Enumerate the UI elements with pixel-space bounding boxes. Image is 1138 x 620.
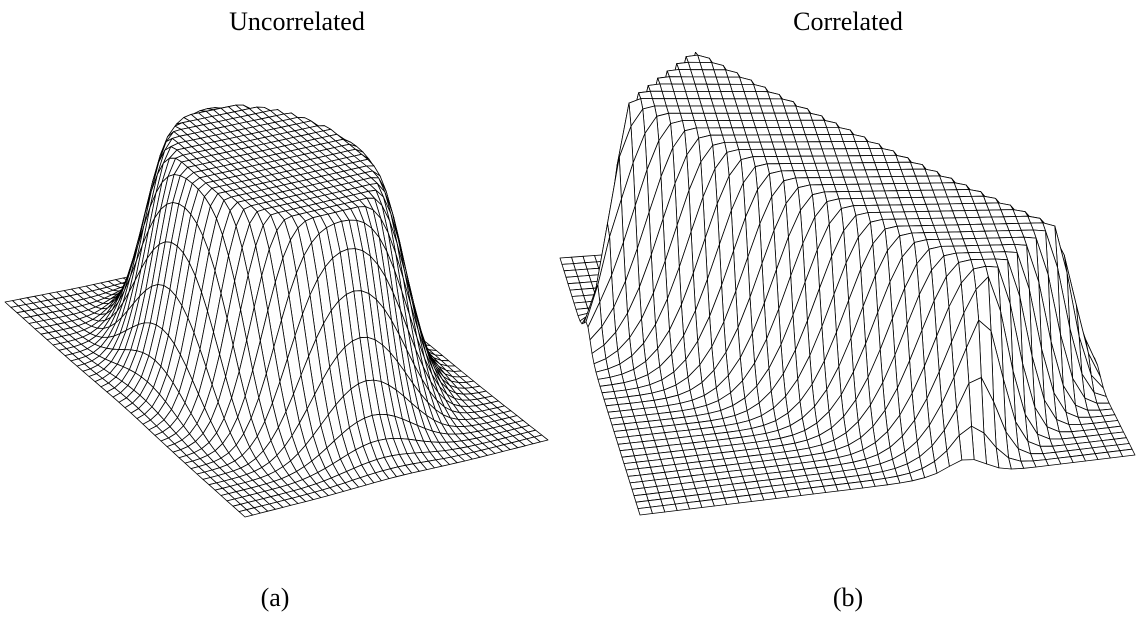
mesh-cell <box>700 500 715 508</box>
mesh-cell <box>638 507 652 515</box>
page: Uncorrelated Correlated (a) (b) (() => {… <box>0 0 1138 615</box>
panel-label: (a) <box>261 583 290 612</box>
mesh-cell <box>562 264 576 271</box>
panel-title: Correlated <box>793 7 903 36</box>
surface-plot-a <box>5 105 548 517</box>
mesh-cell <box>687 501 702 509</box>
panel-label: (b) <box>833 583 863 612</box>
mesh-cell <box>675 503 689 511</box>
mesh-cell <box>560 257 574 264</box>
panel-title: Uncorrelated <box>229 7 365 36</box>
mesh-cell <box>725 497 740 505</box>
figure: Uncorrelated Correlated (a) (b) <box>0 0 1138 615</box>
mesh-cell <box>663 504 677 512</box>
surface-plot-b <box>560 52 1135 515</box>
mesh-cell <box>650 506 664 514</box>
